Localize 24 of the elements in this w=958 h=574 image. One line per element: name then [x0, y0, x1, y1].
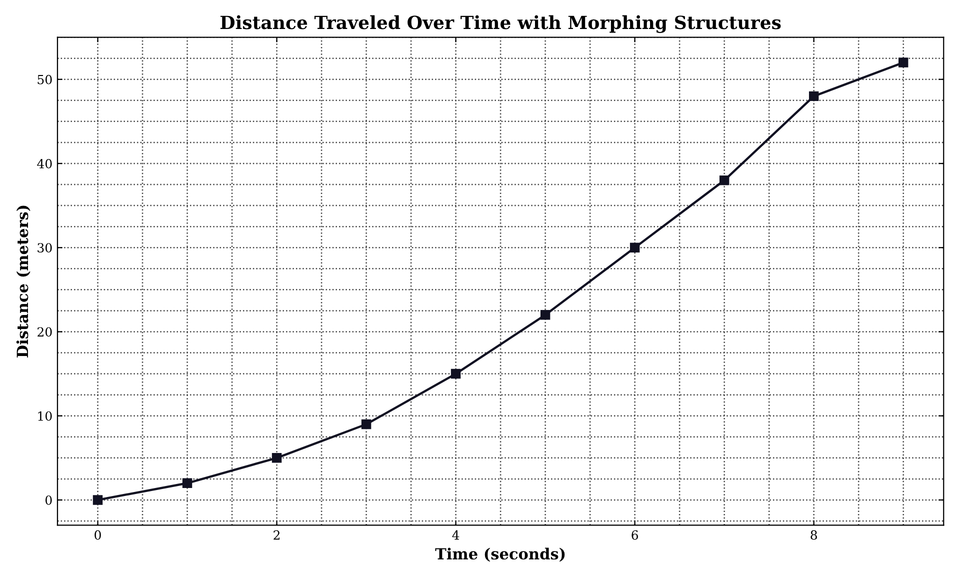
y-tick-label: 30 — [38, 243, 52, 253]
point — [808, 91, 819, 102]
x-tick-label: 4 — [452, 530, 460, 540]
point — [630, 242, 640, 252]
x-tick-label: 2 — [274, 530, 280, 540]
point — [272, 453, 282, 463]
point — [182, 478, 192, 488]
y-axis-title: Distance (meters) — [16, 206, 30, 358]
y-tick-label: 20 — [38, 327, 52, 337]
y-tick-label: 0 — [45, 495, 52, 505]
point — [719, 175, 730, 186]
point — [898, 58, 908, 68]
y-tick-label: 10 — [38, 411, 52, 421]
x-tick-label: 8 — [810, 530, 817, 540]
y-tick-label: 40 — [37, 158, 52, 168]
point — [450, 368, 461, 379]
point — [540, 310, 550, 320]
x-tick-label: 0 — [94, 530, 101, 540]
point — [361, 419, 372, 430]
y-tick-label: 50 — [38, 74, 52, 84]
point — [92, 495, 103, 505]
x-axis-title: Time (seconds) — [435, 548, 565, 562]
x-tick-label: 6 — [632, 530, 638, 540]
chart-title: Distance Traveled Over Time with Morphing Structures — [220, 15, 781, 33]
